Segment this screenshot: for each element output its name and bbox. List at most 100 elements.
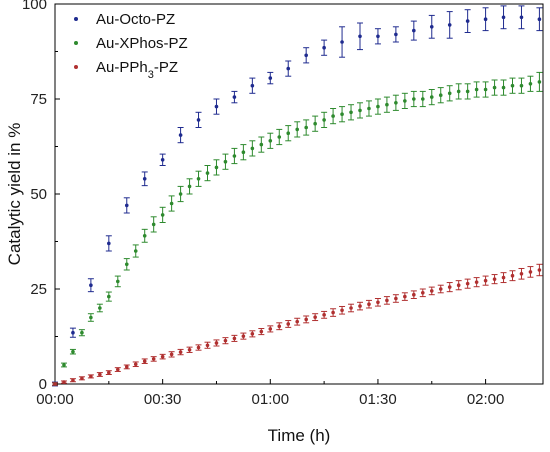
data-point	[447, 23, 452, 27]
data-point	[250, 332, 255, 336]
data-point	[232, 154, 237, 158]
data-point	[519, 272, 524, 276]
data-point	[259, 329, 264, 334]
data-point	[259, 142, 264, 147]
data-point	[394, 32, 398, 37]
data-point	[367, 302, 371, 307]
data-point	[169, 201, 174, 206]
data-point	[115, 367, 120, 372]
data-point	[196, 177, 201, 181]
data-point	[537, 268, 542, 272]
data-point	[367, 106, 371, 111]
data-point	[492, 85, 497, 90]
data-point	[537, 80, 542, 84]
data-point	[196, 345, 201, 350]
data-point	[71, 330, 75, 335]
data-point	[385, 102, 389, 107]
legend-marker	[74, 41, 78, 45]
data-point	[376, 104, 380, 109]
data-point	[465, 19, 470, 23]
legend-marker	[74, 65, 78, 69]
legend-text: Au-Octo-PZ	[96, 11, 175, 28]
data-point	[465, 89, 470, 94]
x-tick-label: 00:00	[36, 391, 74, 408]
data-point	[340, 40, 344, 44]
data-point	[124, 203, 129, 208]
data-point	[349, 306, 353, 310]
data-point	[438, 287, 443, 291]
data-point	[268, 139, 273, 143]
data-point	[510, 273, 515, 278]
y-tick-label: 50	[30, 186, 47, 203]
data-point	[62, 380, 66, 384]
data-point	[71, 349, 75, 354]
data-point	[313, 315, 317, 319]
data-point	[223, 338, 228, 343]
data-point	[232, 95, 237, 99]
data-point	[456, 283, 461, 288]
data-point	[151, 222, 156, 227]
data-point	[537, 17, 542, 22]
data-point	[322, 45, 326, 50]
data-point	[528, 270, 533, 274]
data-point	[232, 336, 237, 341]
data-point	[394, 296, 398, 301]
data-point	[160, 158, 165, 162]
data-point	[313, 121, 317, 126]
data-point	[492, 277, 497, 281]
data-point	[241, 334, 246, 338]
x-tick-label: 01:00	[252, 391, 290, 408]
data-point	[483, 87, 488, 92]
legend-label: Au-Octo-PZ	[96, 11, 175, 28]
data-point	[250, 83, 255, 88]
x-tick-label: 00:30	[144, 391, 182, 408]
data-point	[295, 319, 300, 324]
data-point	[223, 159, 228, 164]
data-point	[501, 15, 506, 20]
data-point	[447, 91, 452, 96]
data-point	[214, 104, 219, 109]
data-point	[178, 192, 183, 196]
data-point	[80, 376, 84, 381]
data-point	[403, 99, 407, 103]
y-tick-label: 100	[22, 0, 47, 13]
data-point	[89, 283, 93, 288]
data-point	[358, 34, 362, 39]
x-axis-title: Time (h)	[268, 426, 331, 445]
x-tick-label: 01:30	[359, 391, 397, 408]
data-point	[501, 85, 506, 90]
data-point	[304, 317, 308, 322]
legend-label: Au-XPhos-PZ	[96, 35, 188, 52]
series-2	[52, 263, 543, 386]
x-tick-label: 02:00	[467, 391, 505, 408]
data-point	[205, 343, 210, 348]
data-point	[107, 294, 111, 299]
data-point	[187, 348, 192, 352]
data-point	[474, 280, 479, 284]
data-point	[142, 234, 147, 238]
data-point	[358, 108, 362, 113]
data-point	[420, 97, 425, 101]
data-point	[331, 114, 335, 118]
data-point	[340, 308, 344, 313]
data-point	[447, 285, 452, 289]
data-point	[376, 34, 380, 39]
data-point	[412, 28, 416, 33]
legend-text: Au-PPh	[96, 59, 148, 76]
data-point	[385, 298, 389, 303]
data-point	[124, 262, 129, 267]
data-point	[322, 118, 326, 122]
y-tick-label: 75	[30, 91, 47, 108]
data-point	[133, 362, 138, 367]
data-point	[420, 291, 425, 295]
data-point	[133, 249, 138, 253]
data-point	[286, 131, 291, 135]
data-point	[160, 213, 165, 217]
data-point	[438, 93, 443, 97]
data-point	[474, 87, 479, 92]
data-point	[519, 83, 524, 88]
y-axis-title: Catalytic yield in %	[5, 123, 24, 266]
data-point	[142, 359, 147, 364]
data-point	[394, 101, 398, 105]
